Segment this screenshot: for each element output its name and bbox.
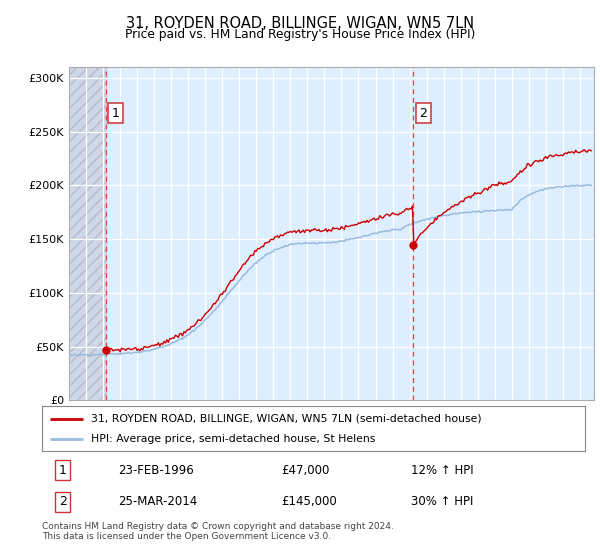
Text: 30% ↑ HPI: 30% ↑ HPI (411, 495, 473, 508)
Text: Price paid vs. HM Land Registry's House Price Index (HPI): Price paid vs. HM Land Registry's House … (125, 28, 475, 41)
Text: 31, ROYDEN ROAD, BILLINGE, WIGAN, WN5 7LN (semi-detached house): 31, ROYDEN ROAD, BILLINGE, WIGAN, WN5 7L… (91, 413, 481, 423)
Text: 2: 2 (59, 495, 67, 508)
Text: HPI: Average price, semi-detached house, St Helens: HPI: Average price, semi-detached house,… (91, 434, 375, 444)
Text: 23-FEB-1996: 23-FEB-1996 (118, 464, 194, 477)
Bar (69, 67, 106, 400)
Text: 31, ROYDEN ROAD, BILLINGE, WIGAN, WN5 7LN: 31, ROYDEN ROAD, BILLINGE, WIGAN, WN5 7L… (126, 16, 474, 31)
Text: 25-MAR-2014: 25-MAR-2014 (118, 495, 197, 508)
Text: 1: 1 (59, 464, 67, 477)
Text: £145,000: £145,000 (281, 495, 337, 508)
Text: 1: 1 (112, 107, 119, 120)
Text: Contains HM Land Registry data © Crown copyright and database right 2024.
This d: Contains HM Land Registry data © Crown c… (42, 522, 394, 542)
Text: £47,000: £47,000 (281, 464, 329, 477)
Text: 12% ↑ HPI: 12% ↑ HPI (411, 464, 474, 477)
Text: 2: 2 (419, 107, 427, 120)
